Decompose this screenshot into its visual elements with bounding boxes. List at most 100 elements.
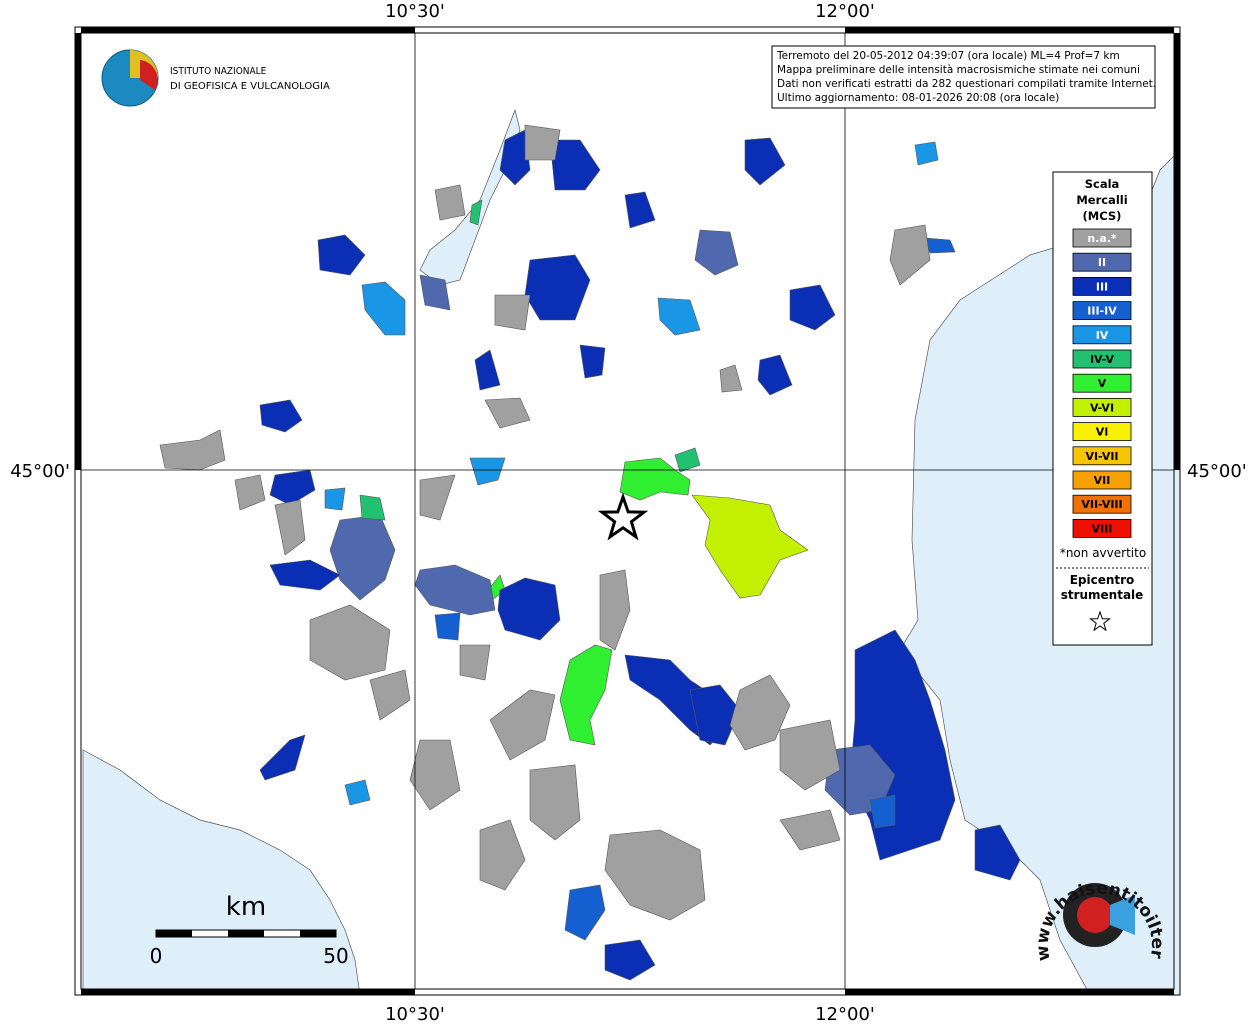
- legend-label: n.a.*: [1087, 232, 1117, 245]
- municipality: [499, 129, 531, 186]
- municipality: [419, 474, 456, 521]
- municipality: [729, 674, 791, 751]
- municipality: [524, 124, 561, 161]
- info-line: Dati non verificati estratti da 282 ques…: [777, 78, 1156, 90]
- municipality: [619, 457, 691, 501]
- municipality: [624, 191, 656, 229]
- municipalities: [159, 124, 1021, 981]
- watermark-center: [1077, 897, 1113, 933]
- legend-label: VIII: [1092, 522, 1113, 535]
- legend-epicenter: strumentale: [1061, 588, 1144, 602]
- municipality: [974, 824, 1021, 881]
- frame-bar: [75, 33, 81, 470]
- municipality: [259, 734, 306, 781]
- legend-swatch: [1072, 349, 1132, 369]
- municipality: [479, 819, 526, 891]
- municipality: [234, 474, 266, 511]
- info-line: Mappa preliminare delle intensità macros…: [777, 64, 1140, 76]
- legend-epicenter-star: [1089, 610, 1111, 632]
- scale-bar: km 0 50: [150, 892, 349, 968]
- municipality: [559, 644, 613, 746]
- legend-swatch: [1072, 252, 1132, 272]
- scale-label: 50: [323, 944, 348, 968]
- municipality: [309, 604, 391, 681]
- info-line: Ultimo aggiornamento: 08-01-2026 20:08 (…: [777, 92, 1059, 104]
- logo-segment: [140, 60, 158, 90]
- scale-segment: [300, 930, 336, 937]
- watermark-speaker: [1110, 895, 1135, 935]
- municipality: [779, 719, 841, 791]
- municipality: [469, 199, 483, 226]
- legend: ScalaMercalli(MCS)n.a.*IIIIIIII-IVIVIV-V…: [1052, 171, 1153, 646]
- municipality: [269, 559, 341, 591]
- municipality: [159, 429, 226, 471]
- legend-swatch: [1072, 446, 1132, 466]
- municipality: [889, 224, 931, 286]
- municipality: [459, 644, 491, 681]
- municipality: [691, 494, 809, 599]
- scale-unit: km: [226, 892, 266, 922]
- municipality: [489, 689, 556, 761]
- municipality: [599, 569, 631, 651]
- municipality: [494, 294, 531, 331]
- municipality: [914, 141, 939, 166]
- legend-label: IV: [1096, 329, 1109, 342]
- lon-label: 12°00': [815, 1004, 875, 1024]
- frame-bar: [845, 27, 1174, 33]
- legend-label: VI: [1096, 426, 1109, 439]
- lon-label: 12°00': [815, 1, 875, 22]
- lon-label: 10°30': [385, 1004, 445, 1024]
- municipality: [269, 469, 316, 506]
- municipality: [344, 779, 371, 806]
- legend-label: IV-V: [1090, 353, 1115, 366]
- municipality: [779, 809, 841, 851]
- legend-swatch: [1072, 276, 1132, 296]
- lon-label: 10°30': [385, 1, 445, 22]
- municipality: [274, 499, 306, 556]
- logo-text: DI GEOFISICA E VULCANOLOGIA: [170, 81, 330, 92]
- scale-segment: [156, 930, 192, 937]
- municipality: [744, 137, 786, 186]
- legend-title: Mercalli: [1076, 193, 1127, 207]
- municipality: [434, 612, 461, 641]
- legend-swatch: [1072, 519, 1132, 538]
- municipality: [469, 457, 506, 486]
- ingv-logo: ISTITUTO NAZIONALE DI GEOFISICA E VULCAN…: [101, 49, 330, 107]
- municipality: [694, 229, 739, 276]
- municipality: [579, 344, 606, 379]
- legend-label: V-VI: [1090, 401, 1114, 414]
- municipality: [674, 447, 701, 473]
- municipality: [497, 577, 561, 641]
- municipality: [657, 297, 701, 336]
- lat-label: 45°00': [1187, 461, 1247, 482]
- municipality: [329, 514, 396, 601]
- legend-swatch: [1072, 325, 1132, 345]
- frame: [74, 26, 1181, 996]
- logo-text: ISTITUTO NAZIONALE: [170, 66, 267, 77]
- legend-label: VI-VII: [1085, 450, 1118, 463]
- legend-label: VII: [1094, 474, 1111, 487]
- legend-label: V: [1098, 377, 1107, 390]
- municipality: [259, 399, 303, 433]
- legend-title: (MCS): [1083, 209, 1122, 223]
- municipality: [474, 349, 501, 391]
- frame-outline: [74, 26, 1181, 996]
- frame-bar: [81, 989, 415, 995]
- legend-label: VII-VIII: [1081, 498, 1122, 511]
- municipality: [414, 564, 496, 616]
- municipality: [719, 364, 743, 393]
- info-frame: [771, 45, 1156, 109]
- lat-label: 45°00': [10, 461, 70, 482]
- scale-segment: [228, 930, 264, 937]
- epicenter-star: [597, 492, 649, 541]
- frame-bar: [845, 989, 1174, 995]
- municipality: [419, 274, 451, 311]
- legend-label: III-IV: [1087, 305, 1117, 318]
- municipality: [529, 764, 581, 841]
- municipality: [359, 494, 386, 521]
- info-box: Terremoto del 20-05-2012 04:39:07 (ora l…: [771, 45, 1156, 109]
- legend-label: III: [1096, 280, 1108, 293]
- frame-bar: [1174, 33, 1180, 470]
- legend-note: *non avvertito: [1060, 546, 1146, 560]
